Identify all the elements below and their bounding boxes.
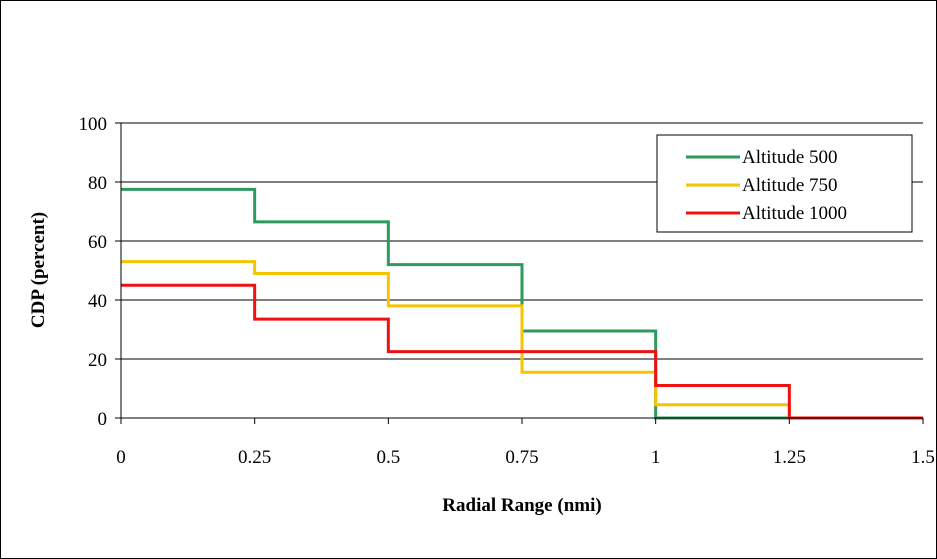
x-tick-label: 1.5 xyxy=(911,447,935,468)
x-axis-title: Radial Range (nmi) xyxy=(442,495,601,516)
x-tick-label: 0 xyxy=(116,447,126,468)
y-tick-label: 40 xyxy=(88,291,107,312)
x-tick-label: 0.25 xyxy=(238,447,271,468)
y-tick-label: 80 xyxy=(88,173,107,194)
series-lines xyxy=(121,187,923,420)
y-tick-label: 100 xyxy=(79,114,108,135)
legend-label-3: Altitude 1000 xyxy=(742,203,847,224)
y-axis-title: CDP (percent) xyxy=(28,212,49,328)
x-tick-label: 1 xyxy=(651,447,661,468)
axes xyxy=(115,122,924,424)
legend-label-2: Altitude 750 xyxy=(742,175,838,196)
y-tick-label: 0 xyxy=(98,409,108,430)
y-tick-label: 20 xyxy=(88,350,107,371)
series-line-3 xyxy=(121,283,923,420)
legend: Altitude 500 Altitude 750 Altitude 1000 xyxy=(656,134,913,233)
y-tick-label: 60 xyxy=(88,232,107,253)
x-tick-label: 0.5 xyxy=(376,447,400,468)
x-tick-label: 1.25 xyxy=(773,447,806,468)
x-tick-label: 0.75 xyxy=(505,447,538,468)
legend-label-1: Altitude 500 xyxy=(742,147,838,168)
tick-labels: 0 20 40 60 80 100 0 0.25 0.5 0.75 1 1.25 1.5 xyxy=(79,114,935,468)
